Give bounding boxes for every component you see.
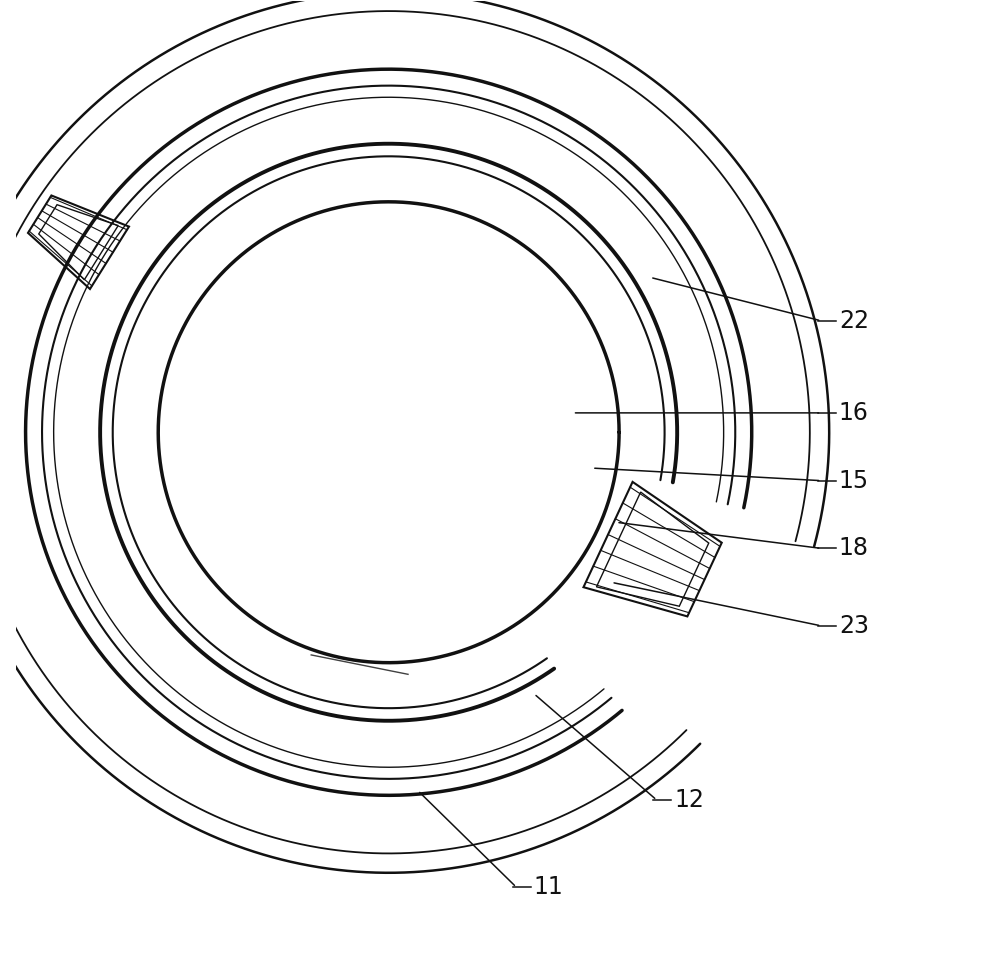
Text: 23: 23	[839, 614, 869, 638]
Text: 22: 22	[839, 309, 869, 333]
Text: 12: 12	[674, 788, 704, 812]
Text: 11: 11	[534, 875, 564, 899]
Text: 15: 15	[839, 469, 869, 492]
Text: 16: 16	[839, 401, 869, 425]
Text: 18: 18	[839, 536, 869, 560]
